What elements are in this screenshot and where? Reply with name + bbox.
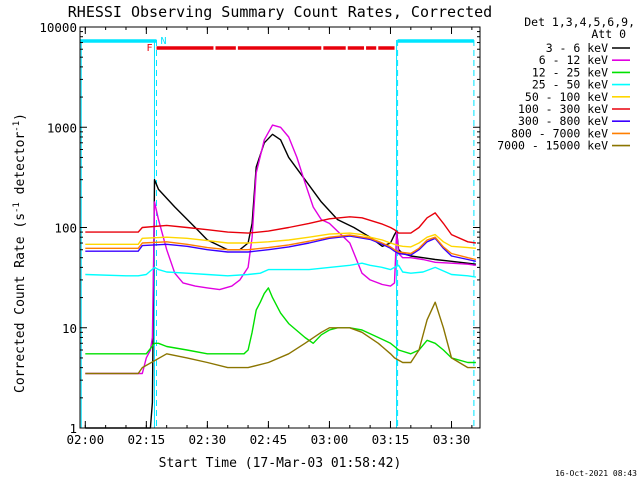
status-label-n: N [161,36,167,47]
legend-label-7: 800 - 7000 keV [511,126,608,140]
x-tick-label-3: 02:45 [250,432,288,447]
legend-header-line-2: Att 0 [591,27,626,41]
footer-date: 16-Oct-2021 08:43 [555,469,637,478]
x-tick-label-4: 03:00 [311,432,349,447]
y-tick-label-4: 10000 [39,20,77,35]
x-tick-label-2: 02:30 [189,432,227,447]
legend-label-3: 25 - 50 keV [532,78,608,92]
y-axis-title: Corrected Count Rate (s-1 detector-1) [12,113,28,393]
legend-label-1: 6 - 12 keV [539,53,608,67]
legend-label-6: 300 - 800 keV [518,114,608,128]
status-label-f: F [146,43,152,54]
y-tick-label-0: 1 [69,421,77,436]
x-tick-label-6: 03:30 [433,432,471,447]
x-tick-label-5: 03:15 [372,432,410,447]
legend-label-0: 3 - 6 keV [546,41,608,55]
legend-label-2: 12 - 25 keV [532,65,608,79]
legend-label-5: 100 - 300 keV [518,102,608,116]
x-tick-label-1: 02:15 [128,432,166,447]
y-tick-label-1: 10 [62,321,77,336]
plot-area: FN [80,36,477,429]
series-line-5 [85,212,477,244]
series-line-8 [85,301,476,375]
y-tick-label-2: 100 [54,221,77,236]
legend-label-8: 7000 - 15000 keV [497,139,608,153]
series-line-7 [85,234,477,261]
axes: 02:00 02:15 02:30 02:45 03:00 03:15 03:30 1 10 10… [39,20,481,447]
series-line-3 [85,262,477,278]
series-line-6 [85,235,477,262]
chart-title: RHESSI Observing Summary Count Rates, Co… [68,3,492,21]
y-tick-label-3: 1000 [47,120,77,135]
series-line-4 [85,232,476,249]
legend-label-4: 50 - 100 keV [525,90,608,104]
x-axis-title: Start Time (17-Mar-03 01:58:42) [159,456,402,471]
x-tick-label-0: 02:00 [66,432,104,447]
legend-header-line-1: Det 1,3,4,5,6,9, [524,15,635,29]
series-line-2 [85,287,476,364]
